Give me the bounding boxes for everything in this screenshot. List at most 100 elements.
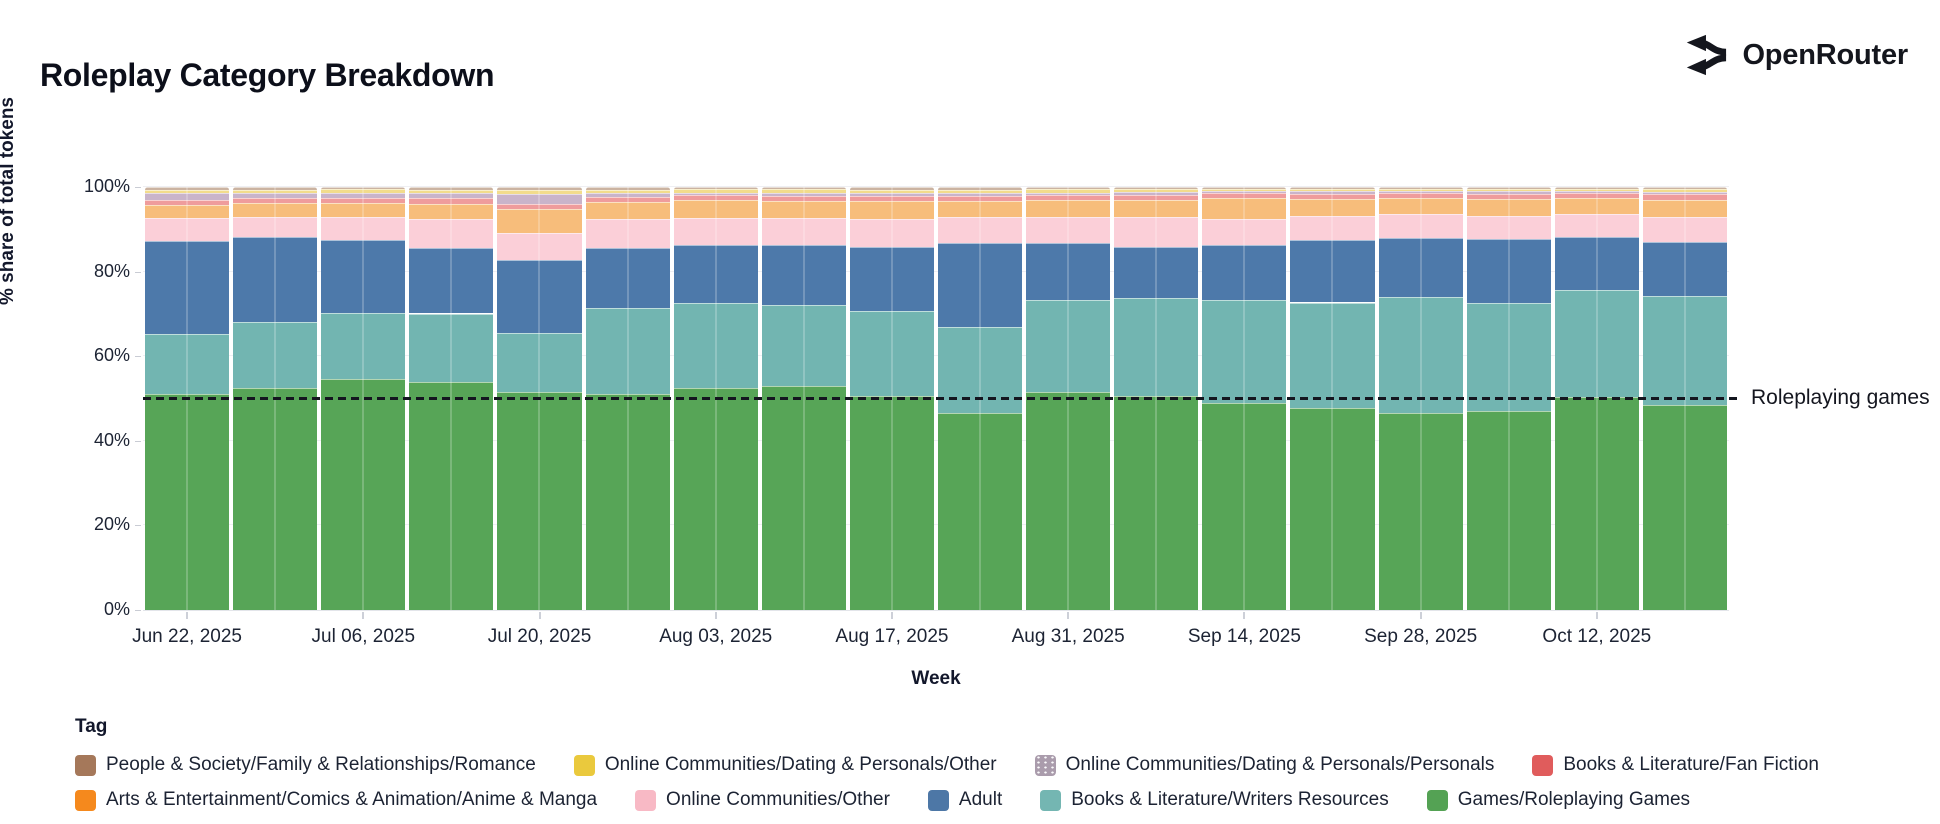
segment-dating_other[interactable]: [1114, 189, 1199, 192]
segment-anime_manga[interactable]: [673, 200, 758, 219]
segment-writers_resources[interactable]: [1026, 299, 1111, 393]
segment-roleplaying_games[interactable]: [1114, 396, 1199, 610]
segment-adult[interactable]: [1202, 245, 1287, 301]
segment-dating_personals[interactable]: [497, 194, 582, 205]
segment-fan_fiction[interactable]: [1466, 193, 1551, 199]
segment-online_communities_other[interactable]: [1642, 217, 1727, 243]
segment-anime_manga[interactable]: [1378, 198, 1463, 215]
segment-writers_resources[interactable]: [849, 311, 934, 397]
segment-romance[interactable]: [145, 187, 230, 190]
segment-online_communities_other[interactable]: [585, 218, 670, 248]
segment-dating_personals[interactable]: [673, 192, 758, 196]
segment-online_communities_other[interactable]: [321, 216, 406, 240]
segment-writers_resources[interactable]: [1114, 298, 1199, 397]
segment-romance[interactable]: [585, 187, 670, 190]
segment-writers_resources[interactable]: [145, 334, 230, 395]
segment-anime_manga[interactable]: [1554, 197, 1639, 214]
segment-roleplaying_games[interactable]: [585, 394, 670, 610]
segment-dating_personals[interactable]: [1642, 191, 1727, 195]
segment-writers_resources[interactable]: [585, 307, 670, 395]
segment-dating_personals[interactable]: [1378, 190, 1463, 193]
segment-roleplaying_games[interactable]: [849, 396, 934, 610]
segment-romance[interactable]: [409, 187, 494, 190]
segment-dating_other[interactable]: [233, 189, 318, 193]
segment-anime_manga[interactable]: [145, 205, 230, 218]
segment-anime_manga[interactable]: [1114, 199, 1199, 217]
segment-anime_manga[interactable]: [497, 209, 582, 234]
segment-fan_fiction[interactable]: [1114, 194, 1199, 200]
segment-online_communities_other[interactable]: [673, 218, 758, 246]
segment-online_communities_other[interactable]: [497, 233, 582, 261]
segment-roleplaying_games[interactable]: [1290, 407, 1375, 610]
bar-week-17[interactable]: [1554, 187, 1639, 610]
segment-online_communities_other[interactable]: [145, 217, 230, 241]
segment-anime_manga[interactable]: [1290, 198, 1375, 216]
bar-week-4[interactable]: [409, 187, 494, 610]
segment-romance[interactable]: [321, 187, 406, 190]
segment-adult[interactable]: [321, 239, 406, 313]
segment-dating_other[interactable]: [673, 189, 758, 193]
bar-week-14[interactable]: [1290, 187, 1375, 610]
segment-writers_resources[interactable]: [1642, 296, 1727, 405]
legend-item-adult[interactable]: Adult: [927, 789, 1002, 811]
legend-item-dating_other[interactable]: Online Communities/Dating & Personals/Ot…: [573, 754, 997, 776]
segment-dating_personals[interactable]: [233, 192, 318, 198]
segment-romance[interactable]: [1290, 187, 1375, 190]
segment-adult[interactable]: [145, 240, 230, 335]
segment-fan_fiction[interactable]: [849, 195, 934, 202]
segment-adult[interactable]: [1378, 238, 1463, 297]
segment-romance[interactable]: [1026, 187, 1111, 190]
segment-romance[interactable]: [497, 187, 582, 190]
segment-romance[interactable]: [849, 187, 934, 190]
bar-week-3[interactable]: [321, 187, 406, 610]
bar-week-11[interactable]: [1026, 187, 1111, 610]
bar-week-8[interactable]: [761, 187, 846, 610]
segment-roleplaying_games[interactable]: [233, 387, 318, 610]
bar-week-13[interactable]: [1202, 187, 1287, 610]
segment-dating_other[interactable]: [145, 189, 230, 193]
segment-dating_other[interactable]: [321, 189, 406, 193]
segment-adult[interactable]: [497, 260, 582, 333]
segment-roleplaying_games[interactable]: [321, 379, 406, 610]
segment-roleplaying_games[interactable]: [145, 394, 230, 610]
segment-online_communities_other[interactable]: [1290, 215, 1375, 240]
segment-adult[interactable]: [1466, 239, 1551, 303]
segment-fan_fiction[interactable]: [321, 198, 406, 203]
segment-writers_resources[interactable]: [1554, 290, 1639, 398]
segment-roleplaying_games[interactable]: [497, 392, 582, 610]
segment-dating_personals[interactable]: [585, 192, 670, 198]
segment-anime_manga[interactable]: [761, 200, 846, 219]
segment-online_communities_other[interactable]: [1378, 214, 1463, 239]
segment-dating_personals[interactable]: [145, 192, 230, 201]
segment-adult[interactable]: [1290, 239, 1375, 303]
segment-romance[interactable]: [1642, 187, 1727, 190]
segment-fan_fiction[interactable]: [673, 195, 758, 201]
legend-item-online_communities_other[interactable]: Online Communities/Other: [635, 789, 890, 811]
segment-fan_fiction[interactable]: [1642, 194, 1727, 201]
segment-online_communities_other[interactable]: [938, 217, 1023, 243]
segment-romance[interactable]: [673, 187, 758, 190]
segment-adult[interactable]: [1554, 237, 1639, 291]
segment-dating_other[interactable]: [1290, 189, 1375, 192]
bar-week-12[interactable]: [1114, 187, 1199, 610]
segment-writers_resources[interactable]: [1290, 302, 1375, 408]
segment-roleplaying_games[interactable]: [409, 381, 494, 610]
segment-adult[interactable]: [761, 245, 846, 306]
segment-dating_personals[interactable]: [1026, 192, 1111, 196]
segment-writers_resources[interactable]: [409, 313, 494, 382]
segment-anime_manga[interactable]: [1642, 200, 1727, 218]
segment-roleplaying_games[interactable]: [1554, 397, 1639, 610]
segment-adult[interactable]: [938, 242, 1023, 328]
segment-online_communities_other[interactable]: [761, 218, 846, 246]
bar-week-7[interactable]: [673, 187, 758, 610]
segment-online_communities_other[interactable]: [849, 219, 934, 247]
openrouter-logo[interactable]: OpenRouter: [1682, 32, 1908, 78]
segment-writers_resources[interactable]: [1378, 296, 1463, 414]
segment-fan_fiction[interactable]: [497, 204, 582, 209]
segment-roleplaying_games[interactable]: [673, 387, 758, 610]
bar-week-2[interactable]: [233, 187, 318, 610]
segment-dating_personals[interactable]: [761, 192, 846, 196]
segment-writers_resources[interactable]: [673, 303, 758, 388]
segment-online_communities_other[interactable]: [1554, 213, 1639, 238]
segment-fan_fiction[interactable]: [1554, 192, 1639, 198]
